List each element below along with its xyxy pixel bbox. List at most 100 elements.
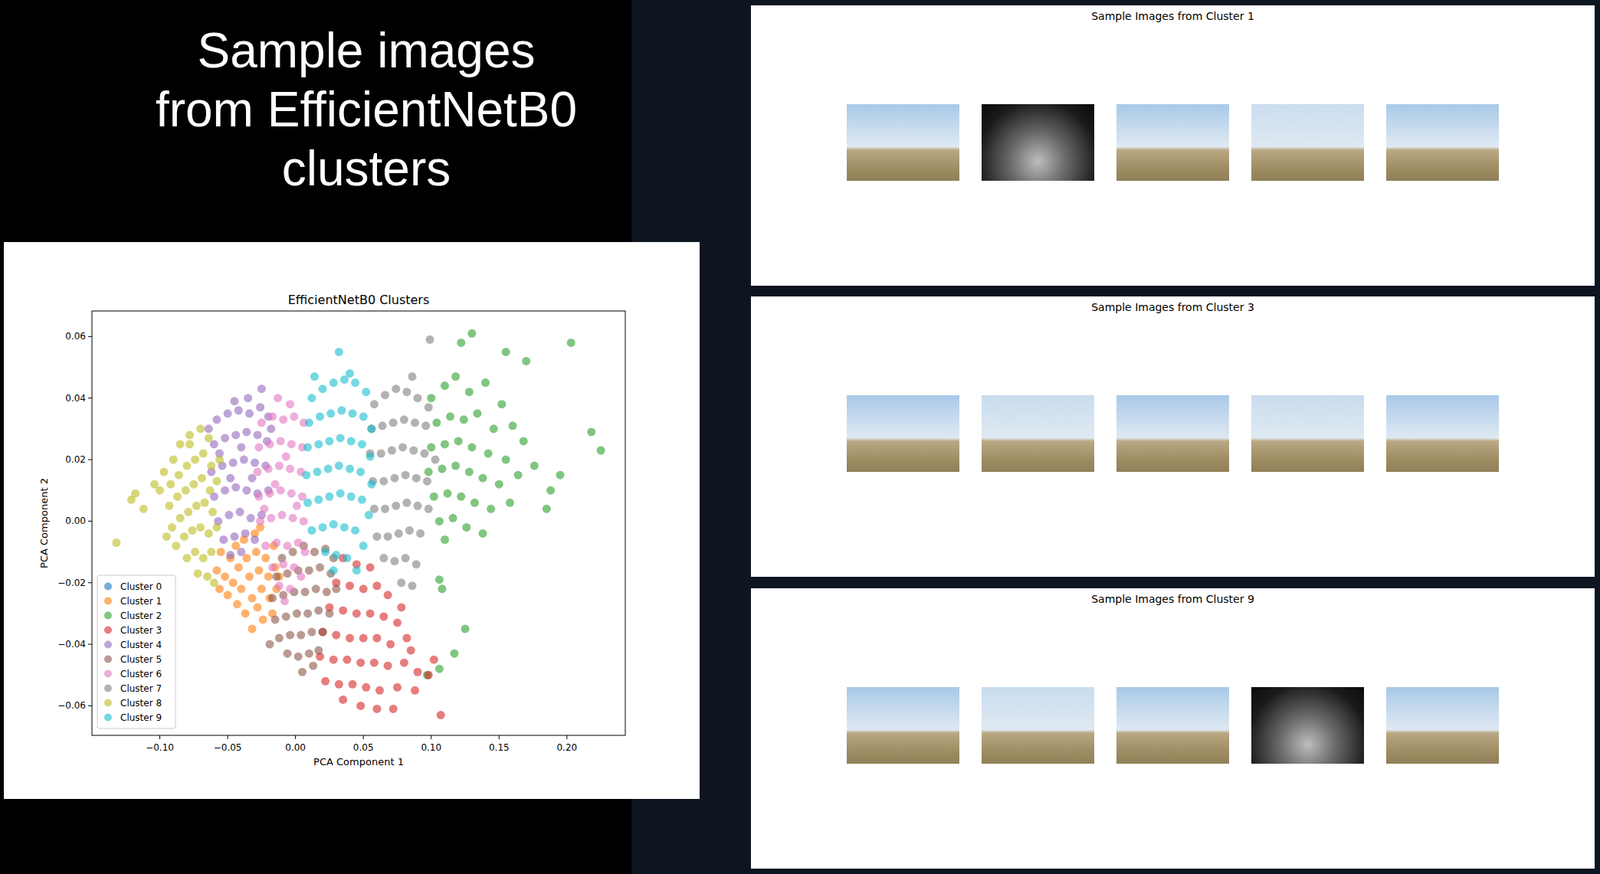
image-footer — [981, 763, 1095, 770]
point — [440, 381, 450, 391]
point — [276, 436, 286, 446]
point — [294, 538, 303, 548]
image-footer — [1116, 472, 1230, 478]
y-tick-label: 0.02 — [65, 454, 86, 466]
point — [226, 550, 235, 560]
point — [209, 578, 219, 587]
point — [164, 501, 174, 511]
point — [348, 680, 358, 689]
point — [347, 436, 356, 446]
point — [326, 409, 335, 418]
x-tick — [430, 735, 432, 740]
point — [379, 612, 388, 621]
point — [505, 498, 515, 508]
point — [396, 603, 406, 612]
point — [288, 514, 298, 523]
point — [481, 378, 490, 387]
panel-title: Sample Images from Cluster 9 — [750, 593, 1595, 606]
point — [196, 523, 205, 532]
point — [150, 480, 159, 489]
point — [266, 424, 276, 433]
point — [356, 659, 365, 668]
point — [366, 563, 375, 572]
image-footer — [1116, 763, 1230, 770]
point — [410, 418, 420, 427]
point — [224, 511, 233, 520]
point — [272, 538, 281, 548]
x-tick — [227, 735, 229, 740]
point — [329, 566, 338, 575]
point — [347, 492, 356, 502]
legend-label: Cluster 8 — [120, 698, 162, 709]
point — [212, 415, 221, 424]
series — [315, 554, 446, 720]
point — [530, 462, 539, 471]
point — [307, 526, 316, 535]
point — [139, 504, 148, 514]
point — [555, 471, 564, 480]
point — [275, 462, 284, 471]
point — [271, 615, 280, 624]
point — [289, 412, 299, 421]
point — [416, 529, 425, 538]
point — [367, 480, 376, 489]
sample-image — [1386, 395, 1499, 478]
point — [272, 572, 281, 581]
panel-title: Sample Images from Cluster 1 — [750, 9, 1595, 23]
point — [345, 581, 355, 591]
point — [296, 631, 305, 640]
point — [449, 514, 458, 523]
point — [315, 563, 325, 572]
point — [271, 480, 280, 489]
y-tick — [88, 397, 92, 399]
y-tick — [88, 582, 92, 584]
point — [307, 393, 316, 403]
x-tick-label: 0.00 — [285, 742, 306, 754]
point — [431, 455, 440, 465]
x-tick — [159, 735, 161, 740]
point — [254, 492, 263, 502]
point — [465, 468, 474, 477]
point — [390, 557, 399, 566]
point — [304, 649, 314, 659]
point — [259, 615, 268, 624]
point — [324, 609, 334, 618]
point — [357, 495, 367, 505]
point — [424, 504, 433, 514]
point — [419, 449, 429, 459]
series — [301, 347, 376, 575]
point — [318, 628, 328, 637]
point — [253, 603, 263, 612]
point — [254, 566, 263, 575]
image-footer — [846, 472, 960, 478]
point — [321, 547, 330, 557]
point — [182, 462, 191, 471]
point — [287, 439, 296, 449]
point — [245, 409, 254, 418]
y-tick-label: −0.06 — [57, 700, 86, 712]
point — [188, 526, 197, 535]
point — [301, 587, 310, 597]
point — [398, 442, 407, 452]
point — [296, 572, 305, 581]
x-tick-label: 0.15 — [488, 742, 510, 754]
point — [424, 403, 433, 412]
point — [400, 415, 409, 424]
point — [304, 418, 314, 427]
y-tick — [88, 521, 92, 522]
point — [391, 501, 400, 511]
point — [292, 609, 302, 618]
point — [329, 378, 338, 387]
point — [334, 680, 344, 689]
point — [275, 581, 284, 591]
image-footer — [981, 180, 1095, 187]
point — [377, 421, 387, 430]
point — [307, 628, 316, 637]
point — [352, 566, 361, 575]
point — [266, 514, 276, 523]
point — [472, 409, 482, 418]
point — [264, 572, 273, 581]
point — [348, 409, 358, 418]
x-tick-label: 0.05 — [353, 742, 374, 754]
point — [402, 498, 411, 508]
